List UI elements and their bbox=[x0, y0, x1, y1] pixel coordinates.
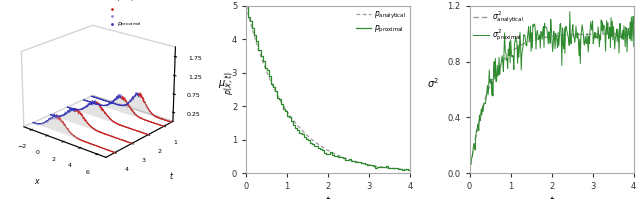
$\sigma^2_{\mathrm{proximal}}$ bbox=[630, 45, 637, 48]
$\sigma^2_{\mathrm{analytical}}$ bbox=[596, 33, 604, 35]
$\sigma^2_{\mathrm{analytical}}$ bbox=[538, 37, 546, 39]
$p_{\mathrm{proximal}}$ bbox=[364, 164, 371, 166]
$\sigma^2_{\mathrm{analytical}}$ bbox=[532, 38, 540, 41]
$p_{\mathrm{proximal}}$ bbox=[406, 169, 414, 171]
$p_{\mathrm{proximal}}$ bbox=[390, 167, 397, 170]
Y-axis label: $\sigma^2$: $\sigma^2$ bbox=[428, 76, 440, 90]
$\sigma^2_{\mathrm{proximal}}$ bbox=[504, 48, 512, 50]
Legend: $p_{\mathrm{analytical}}$, $p_{\mathrm{proximal}}$: $p_{\mathrm{analytical}}$, $p_{\mathrm{p… bbox=[356, 10, 406, 35]
$\sigma^2_{\mathrm{proximal}}$ bbox=[566, 38, 574, 40]
$p_{\mathrm{analytical}}$ bbox=[355, 161, 363, 164]
$p_{\mathrm{proximal}}$ bbox=[384, 166, 392, 169]
$\sigma^2_{\mathrm{proximal}}$ bbox=[479, 110, 487, 113]
$p_{\mathrm{analytical}}$ bbox=[406, 169, 414, 171]
$\sigma^2_{\mathrm{proximal}}$ bbox=[552, 36, 560, 39]
Line: $\sigma^2_{\mathrm{analytical}}$: $\sigma^2_{\mathrm{analytical}}$ bbox=[470, 34, 634, 173]
Y-axis label: $\mu$: $\mu$ bbox=[218, 78, 226, 90]
$p_{\mathrm{analytical}}$ bbox=[308, 139, 316, 141]
Legend: $\sigma^2_{\mathrm{analytical}}$, $\sigma^2_{\mathrm{proximal}}$: $\sigma^2_{\mathrm{analytical}}$, $\sigm… bbox=[474, 10, 524, 43]
$p_{\mathrm{proximal}}$ bbox=[376, 165, 383, 168]
X-axis label: $t$: $t$ bbox=[325, 194, 332, 199]
$\sigma^2_{\mathrm{analytical}}$ bbox=[483, 94, 490, 97]
$\sigma^2_{\mathrm{proximal}}$ bbox=[521, 34, 529, 37]
$\sigma^2_{\mathrm{proximal}}$ bbox=[599, 32, 607, 34]
$\sigma^2_{\mathrm{analytical}}$ bbox=[594, 33, 602, 35]
$\sigma^2_{\mathrm{analytical}}$ bbox=[630, 33, 637, 35]
$p_{\mathrm{analytical}}$ bbox=[373, 165, 381, 167]
Legend: $p_{\mathrm{analytical}}$, , , $p_{\mathrm{proximal}}$: $p_{\mathrm{analytical}}$, , , $p_{\math… bbox=[108, 0, 144, 30]
$p_{\mathrm{analytical}}$ bbox=[243, 5, 250, 7]
$\sigma^2_{\mathrm{analytical}}$ bbox=[579, 33, 586, 36]
Line: $p_{\mathrm{proximal}}$: $p_{\mathrm{proximal}}$ bbox=[246, 6, 410, 170]
$\sigma^2_{\mathrm{proximal}}$ bbox=[466, 172, 474, 174]
X-axis label: $x$: $x$ bbox=[34, 177, 41, 186]
Line: $\sigma^2_{\mathrm{proximal}}$: $\sigma^2_{\mathrm{proximal}}$ bbox=[470, 12, 634, 173]
$\sigma^2_{\mathrm{proximal}}$ bbox=[566, 11, 573, 13]
$p_{\mathrm{proximal}}$ bbox=[243, 4, 250, 7]
$p_{\mathrm{proximal}}$ bbox=[345, 158, 353, 161]
$p_{\mathrm{proximal}}$ bbox=[333, 155, 340, 157]
Y-axis label: $t$: $t$ bbox=[169, 170, 174, 181]
Line: $p_{\mathrm{analytical}}$: $p_{\mathrm{analytical}}$ bbox=[246, 6, 410, 170]
$p_{\mathrm{analytical}}$ bbox=[259, 61, 267, 63]
$p_{\mathrm{analytical}}$ bbox=[371, 165, 378, 167]
$\sigma^2_{\mathrm{analytical}}$ bbox=[466, 172, 474, 174]
$p_{\mathrm{analytical}}$ bbox=[315, 143, 323, 146]
X-axis label: $t$: $t$ bbox=[548, 194, 555, 199]
